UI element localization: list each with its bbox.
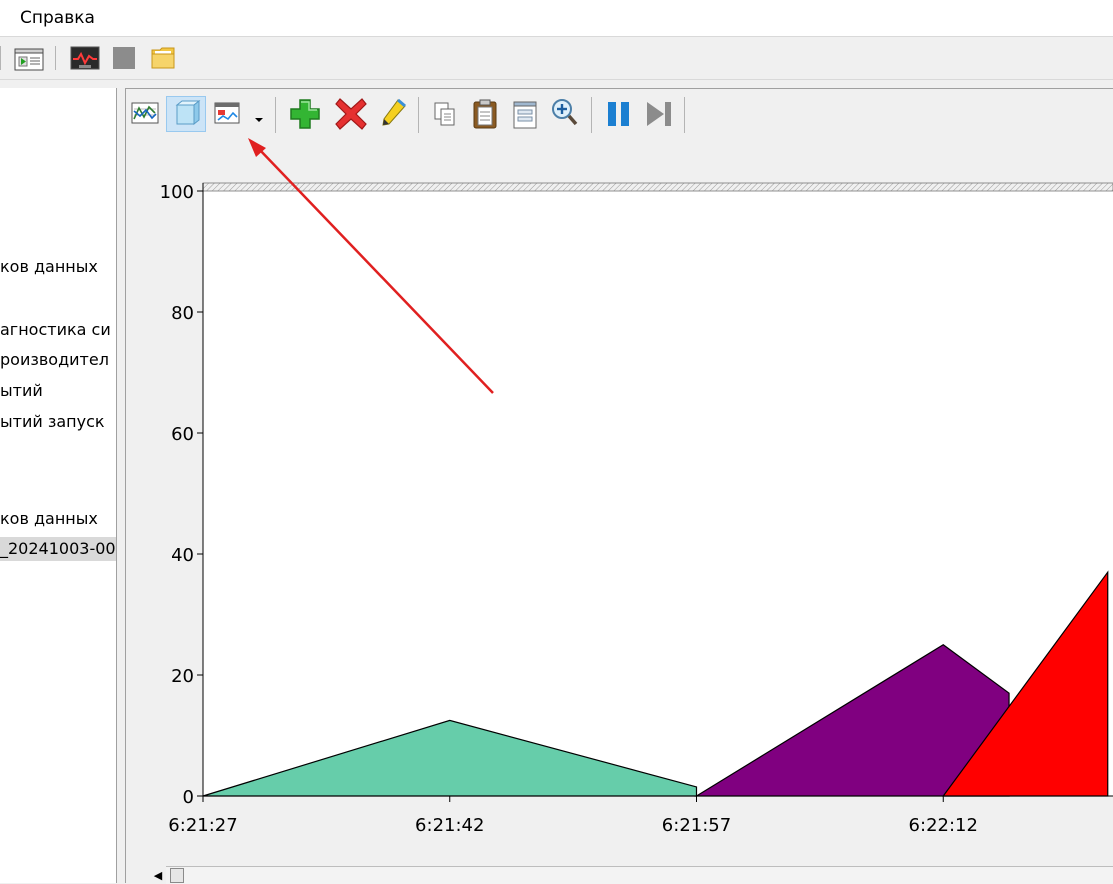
delete-counter-icon[interactable] — [334, 97, 368, 131]
toolbar-separator — [418, 97, 419, 133]
annotation-arrow-head — [248, 138, 266, 157]
folder-icon[interactable] — [150, 45, 178, 71]
y-tick-label: 100 — [160, 182, 194, 203]
tree-item[interactable]: ков данных — [0, 257, 98, 276]
tree-item[interactable]: ытий запуск — [0, 412, 105, 431]
tree-item[interactable]: ытий — [0, 381, 43, 400]
pane-border — [125, 88, 1113, 883]
toolbar-separator — [0, 46, 1, 70]
tree-item[interactable]: роизводител — [0, 350, 109, 369]
add-counter-icon[interactable] — [288, 97, 322, 131]
scroll-left-arrow-icon[interactable]: ◀ — [153, 869, 163, 882]
stop-icon[interactable] — [112, 46, 136, 70]
properties-icon[interactable] — [510, 97, 540, 131]
menubar: Справка — [0, 0, 1113, 37]
y-tick-label: 40 — [171, 545, 194, 566]
main-toolbar — [0, 37, 1113, 80]
performance-monitor-icon[interactable] — [70, 46, 100, 70]
toolbar-separator — [684, 97, 685, 133]
y-tick-label: 20 — [171, 666, 194, 687]
y-tick-label: 0 — [183, 787, 194, 808]
menu-help[interactable]: Справка — [20, 8, 95, 28]
paste-counter-list-icon[interactable] — [470, 97, 500, 131]
view-histogram-icon[interactable] — [166, 96, 206, 132]
x-tick-label: 6:21:27 — [168, 815, 237, 836]
x-tick-label: 6:22:12 — [909, 815, 978, 836]
horizontal-scrollbar[interactable] — [166, 866, 1113, 884]
properties-icon[interactable] — [14, 46, 44, 72]
x-tick-label: 6:21:57 — [662, 815, 731, 836]
update-data-icon[interactable] — [644, 99, 674, 129]
zoom-icon[interactable] — [548, 96, 580, 130]
toolbar-separator — [275, 97, 276, 133]
view-graph-icon[interactable] — [130, 99, 160, 127]
performance-chart: 0 20 40 60 80 100 6:21:27 6:21:42 6:21:57 6:22:12 — [160, 182, 1113, 836]
toolbar-separator — [55, 46, 56, 70]
copy-properties-icon[interactable] — [430, 98, 460, 130]
highlight-icon[interactable] — [378, 97, 408, 131]
y-tick-label: 60 — [171, 424, 194, 445]
y-tick-label: 80 — [171, 303, 194, 324]
tree-pane: ков данных агностика си роизводител ытий… — [0, 88, 117, 883]
tree-item[interactable]: ков данных — [0, 509, 98, 528]
dropdown-arrow-icon[interactable] — [254, 109, 264, 122]
annotation-arrow-line — [257, 147, 494, 394]
x-tick-label: 6:21:42 — [415, 815, 484, 836]
change-graph-type-icon[interactable] — [212, 99, 244, 127]
tree-item[interactable]: агностика си — [0, 320, 111, 339]
tree-item-selected[interactable]: _20241003-00 — [0, 537, 116, 561]
graph-area: 0 20 40 60 80 100 6:21:27 6:21:42 6:21:57 6:22:12 — [126, 141, 1113, 883]
toolbar-separator — [591, 97, 592, 133]
freeze-display-icon[interactable] — [604, 99, 634, 129]
